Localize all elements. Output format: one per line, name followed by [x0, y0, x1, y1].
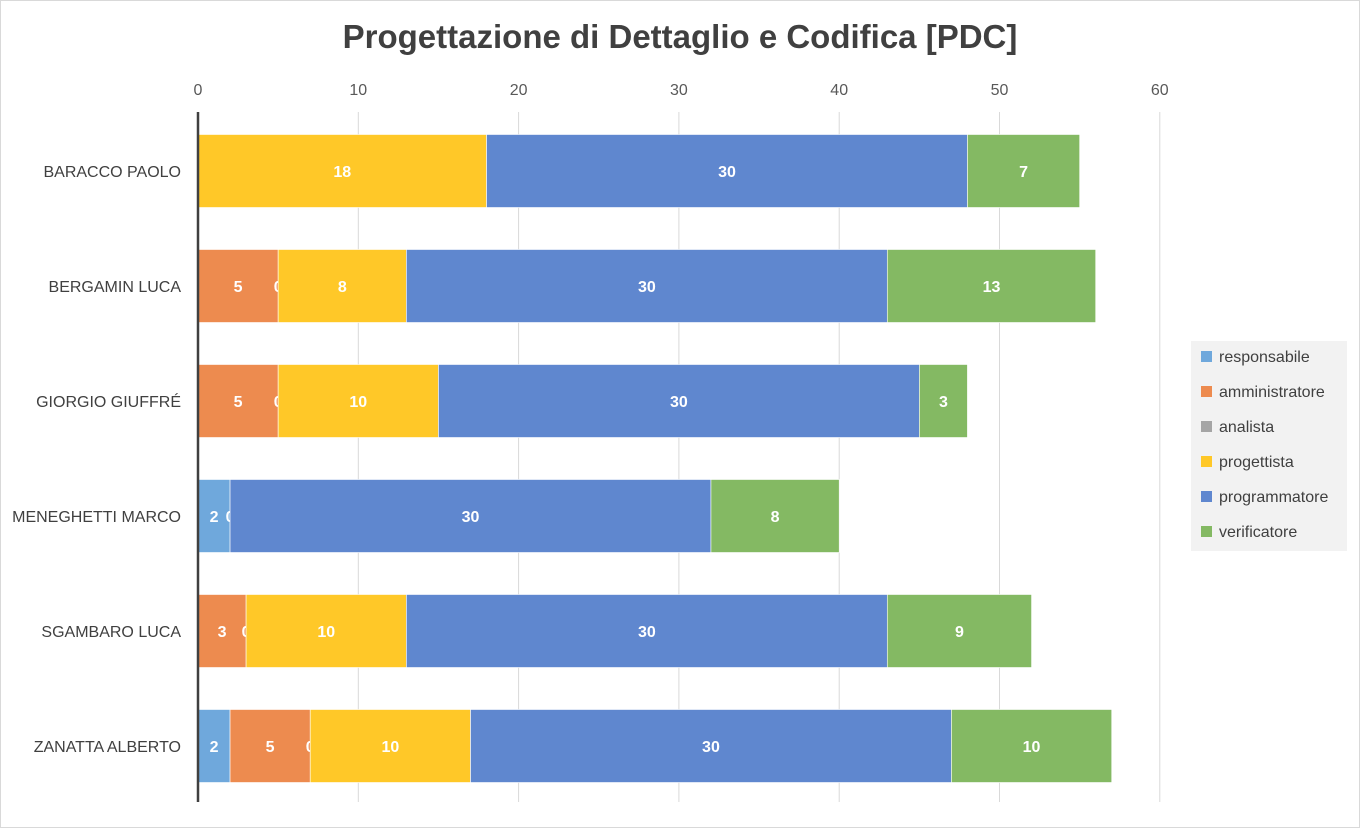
legend-swatch	[1201, 421, 1212, 433]
legend-item-analista: analista	[1201, 419, 1274, 439]
category-label: SGAMBARO LUCA	[41, 624, 181, 641]
x-tick-label: 30	[670, 82, 688, 99]
data-label: 30	[462, 509, 480, 526]
x-tick-label: 0	[194, 82, 203, 99]
bar-responsabile	[197, 479, 231, 553]
legend-label: amministratore	[1219, 384, 1325, 401]
data-label: 9	[955, 624, 964, 641]
data-label: 3	[939, 394, 948, 411]
x-tick-label: 60	[1151, 82, 1169, 99]
legend-item-progettista: progettista	[1201, 454, 1294, 474]
bar-progettista	[277, 364, 439, 438]
bar-programmatore	[486, 134, 968, 208]
data-label: 10	[317, 624, 335, 641]
legend-label: progettista	[1219, 454, 1294, 471]
category-label: MENEGHETTI MARCO	[12, 509, 181, 526]
bar-programmatore	[406, 249, 888, 323]
data-label: 5	[266, 739, 275, 756]
legend-swatch	[1201, 526, 1212, 538]
x-tick-label: 50	[991, 82, 1009, 99]
legend-swatch	[1201, 456, 1212, 468]
bar-verificatore	[951, 709, 1113, 783]
data-label: 5	[234, 394, 243, 411]
bar-verificatore	[886, 249, 1096, 323]
legend-item-responsabile: responsabile	[1201, 349, 1310, 369]
bar-responsabile	[197, 709, 231, 783]
data-label: 18	[333, 164, 351, 181]
legend-item-programmatore: programmatore	[1201, 489, 1328, 509]
bar-progettista	[245, 594, 407, 668]
data-label: 5	[234, 279, 243, 296]
data-label: 10	[349, 394, 367, 411]
bar-verificatore	[967, 134, 1080, 208]
chart-legend: responsabile amministratore analista proget…	[1191, 341, 1347, 551]
data-label: 7	[1019, 164, 1028, 181]
data-label: 13	[983, 279, 1001, 296]
legend-swatch	[1201, 386, 1212, 398]
data-label: 8	[771, 509, 780, 526]
bar-progettista	[309, 709, 471, 783]
bar-amministratore	[229, 709, 311, 783]
data-label: 10	[381, 739, 399, 756]
data-label: 2	[210, 739, 219, 756]
chart-title: Progettazione di Dettaglio e Codifica [P…	[342, 18, 1018, 55]
category-label: ZANATTA ALBERTO	[34, 739, 181, 756]
legend-label: verificatore	[1219, 524, 1298, 541]
bar-verificatore	[886, 594, 1032, 668]
legend-label: programmatore	[1219, 489, 1329, 506]
bar-programmatore	[438, 364, 920, 438]
bar-verificatore	[919, 364, 968, 438]
data-label: 10	[1023, 739, 1041, 756]
x-tick-label: 40	[830, 82, 848, 99]
bar-amministratore	[197, 364, 279, 438]
data-label: 30	[638, 279, 656, 296]
category-label: BARACCO PAOLO	[43, 164, 181, 181]
data-label: 3	[218, 624, 227, 641]
data-label: 30	[718, 164, 736, 181]
legend-label: responsabile	[1219, 349, 1310, 366]
x-tick-label: 20	[510, 82, 528, 99]
data-label: 30	[702, 739, 720, 756]
legend-swatch	[1201, 491, 1212, 503]
data-label: 30	[638, 624, 656, 641]
data-label: 30	[670, 394, 688, 411]
bar-programmatore	[406, 594, 888, 668]
data-label: 2	[210, 509, 219, 526]
category-label: GIORGIO GIUFFRÉ	[36, 392, 181, 411]
bar-verificatore	[710, 479, 840, 553]
bar-programmatore	[229, 479, 712, 553]
x-tick-label: 10	[349, 82, 367, 99]
bar-programmatore	[470, 709, 952, 783]
bar-amministratore	[197, 249, 279, 323]
category-label: BERGAMIN LUCA	[49, 279, 182, 296]
data-label: 8	[338, 279, 347, 296]
bar-progettista	[277, 249, 407, 323]
legend-swatch	[1201, 351, 1212, 363]
legend-label: analista	[1219, 419, 1275, 436]
legend-item-verificatore: verificatore	[1201, 524, 1297, 544]
legend-item-amministratore: amministratore	[1201, 384, 1325, 404]
